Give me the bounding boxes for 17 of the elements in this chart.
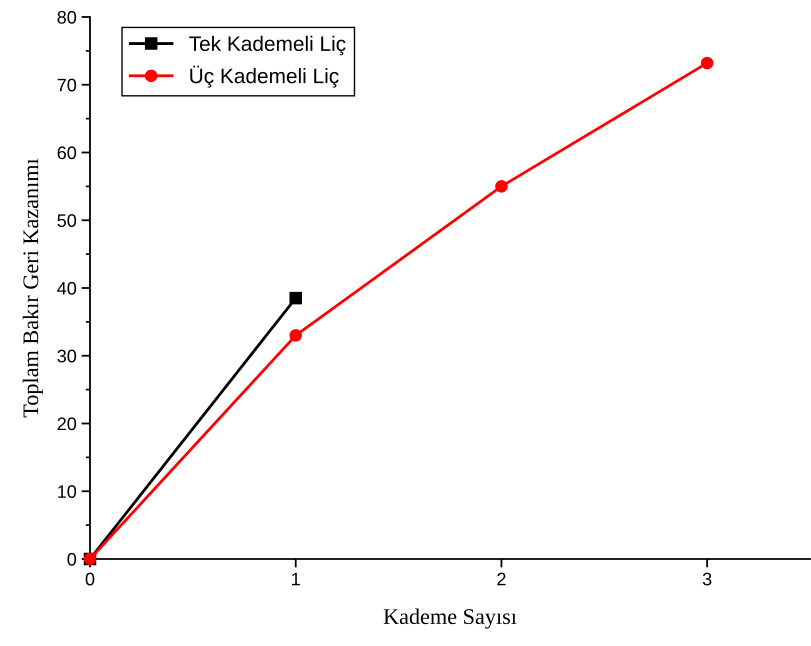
y-tick-label: 50 [57,214,76,227]
y-tick-label: 40 [57,282,76,295]
x-tick-label: 1 [292,572,300,586]
legend-label: Üç Kademeli Liç [190,66,339,88]
y-tick-label: 10 [58,485,76,498]
y-tick-label: 30 [57,350,76,362]
y-tick-label: 20 [58,417,76,430]
legend-label: Tek Kademeli Liç [189,36,346,56]
y-tick-label: 80 [58,10,76,24]
y-axis-title: Toplam Bakır Geri Kazanımı [22,158,43,418]
y-tick-label: 60 [58,146,76,160]
y-tick-label: 0 [67,552,76,566]
y-tick-label: 70 [58,78,76,92]
x-axis-title: Kademe Sayısı [384,608,517,629]
x-tick-label: 2 [497,572,506,586]
x-tick-label: 0 [86,572,94,586]
x-tick-label: 3 [702,572,712,586]
